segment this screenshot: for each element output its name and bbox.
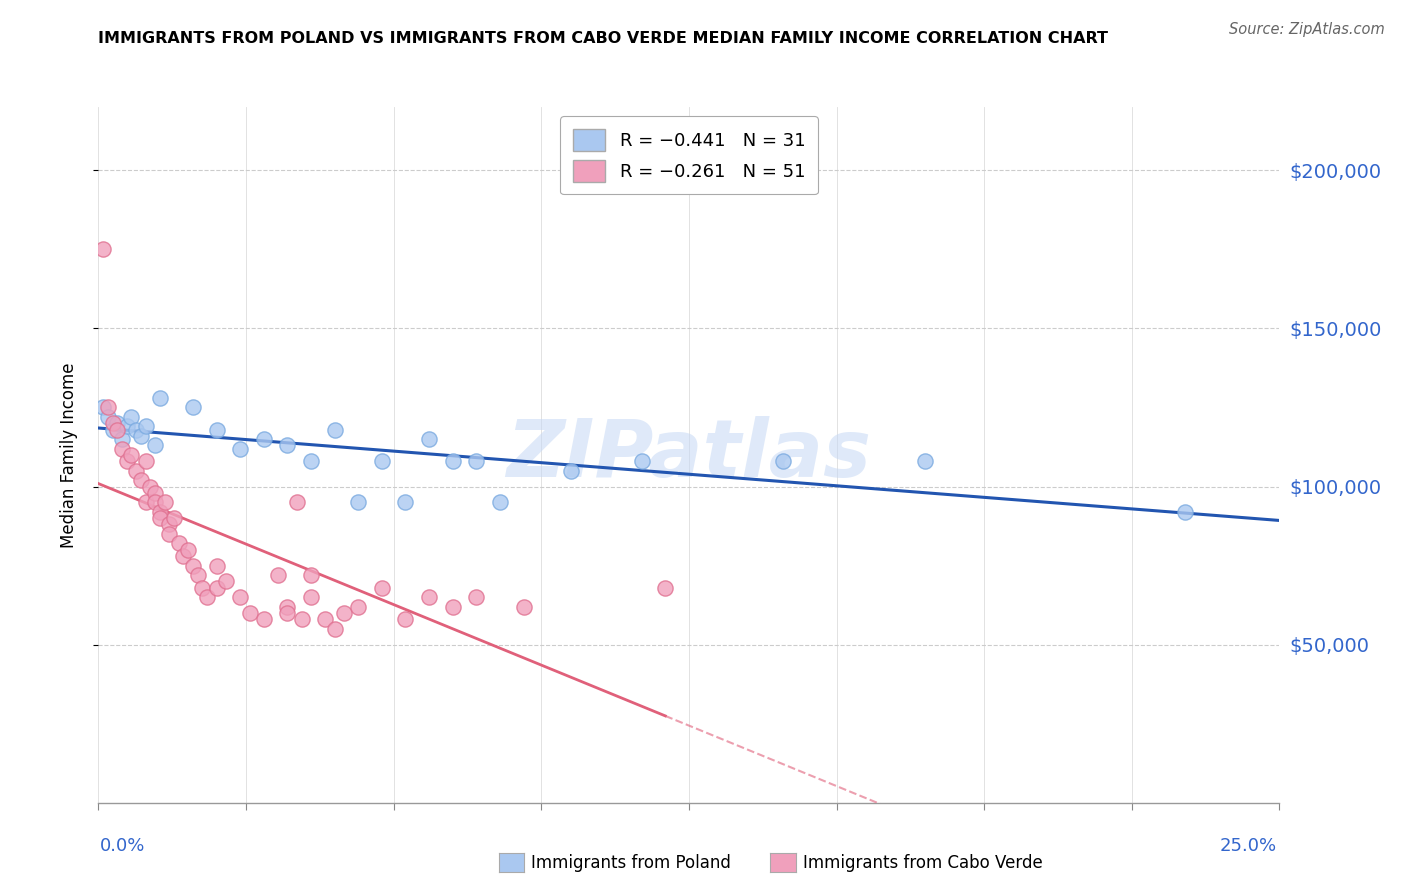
Point (91, 243, 114, 257)
Point (215, 574, 238, 589)
Point (205, 581, 228, 595)
Point (153, 495, 176, 509)
Point (512, 599, 534, 614)
Point (172, 549, 194, 563)
Point (129, 429, 152, 443)
Point (347, 495, 370, 509)
Point (135, 419, 157, 434)
Point (125, 423, 148, 437)
Point (105, 417, 128, 431)
Point (149, 511, 172, 525)
Point (181, 401, 204, 415)
Point (143, 495, 166, 509)
Point (167, 536, 190, 550)
Point (187, 568, 209, 582)
Point (149, 505, 172, 519)
Point (323, 423, 346, 437)
Point (135, 495, 157, 509)
Point (125, 464, 148, 478)
Point (111, 432, 134, 446)
Point (772, 454, 794, 468)
Point (299, 454, 322, 468)
Point (135, 454, 157, 468)
Point (191, 581, 214, 595)
Point (253, 432, 276, 446)
Point (105, 423, 128, 437)
Point (205, 423, 228, 437)
Text: ZIPatlas: ZIPatlas (506, 416, 872, 494)
Point (121, 448, 143, 462)
Point (195, 591, 218, 605)
Point (394, 612, 416, 626)
Point (654, 581, 676, 595)
Point (101, 423, 124, 437)
Point (441, 599, 464, 614)
Point (1174, 505, 1197, 519)
Point (560, 464, 582, 478)
Point (276, 599, 298, 614)
Point (267, 568, 290, 582)
Text: 0.0%: 0.0% (100, 837, 145, 855)
Point (276, 606, 298, 620)
Point (299, 568, 322, 582)
Point (111, 442, 134, 456)
Point (314, 612, 336, 626)
Point (489, 495, 512, 509)
Point (441, 454, 464, 468)
Point (333, 606, 356, 620)
Point (157, 517, 180, 532)
Point (285, 495, 308, 509)
Y-axis label: Median Family Income: Median Family Income (59, 362, 77, 548)
Point (371, 581, 394, 595)
Text: IMMIGRANTS FROM POLAND VS IMMIGRANTS FROM CABO VERDE MEDIAN FAMILY INCOME CORREL: IMMIGRANTS FROM POLAND VS IMMIGRANTS FRO… (98, 31, 1108, 46)
Point (121, 409, 143, 424)
Point (115, 454, 138, 468)
Point (418, 432, 440, 446)
Point (465, 454, 488, 468)
Point (157, 527, 180, 541)
Point (101, 417, 124, 431)
Point (177, 542, 200, 557)
Point (371, 454, 394, 468)
Point (299, 591, 322, 605)
Point (229, 442, 252, 456)
Point (163, 511, 186, 525)
Point (129, 473, 152, 487)
Legend: R = −0.441   N = 31, R = −0.261   N = 51: R = −0.441 N = 31, R = −0.261 N = 51 (560, 116, 818, 194)
Point (323, 622, 346, 636)
Point (97, 409, 120, 424)
Point (465, 591, 488, 605)
Point (630, 454, 652, 468)
Point (97, 401, 120, 415)
Point (149, 391, 172, 405)
Point (239, 606, 262, 620)
Point (143, 438, 166, 452)
Point (347, 599, 370, 614)
Point (229, 591, 252, 605)
Point (914, 454, 936, 468)
Point (139, 479, 162, 493)
Text: Immigrants from Cabo Verde: Immigrants from Cabo Verde (803, 854, 1043, 871)
Text: Source: ZipAtlas.com: Source: ZipAtlas.com (1229, 22, 1385, 37)
Point (143, 486, 166, 500)
Point (115, 419, 138, 434)
Point (253, 612, 276, 626)
Point (394, 495, 416, 509)
Text: 25.0%: 25.0% (1219, 837, 1277, 855)
Point (290, 612, 312, 626)
Point (418, 591, 440, 605)
Point (181, 558, 204, 573)
Point (276, 438, 298, 452)
Text: Immigrants from Poland: Immigrants from Poland (531, 854, 731, 871)
Point (205, 558, 228, 573)
Point (91, 401, 114, 415)
